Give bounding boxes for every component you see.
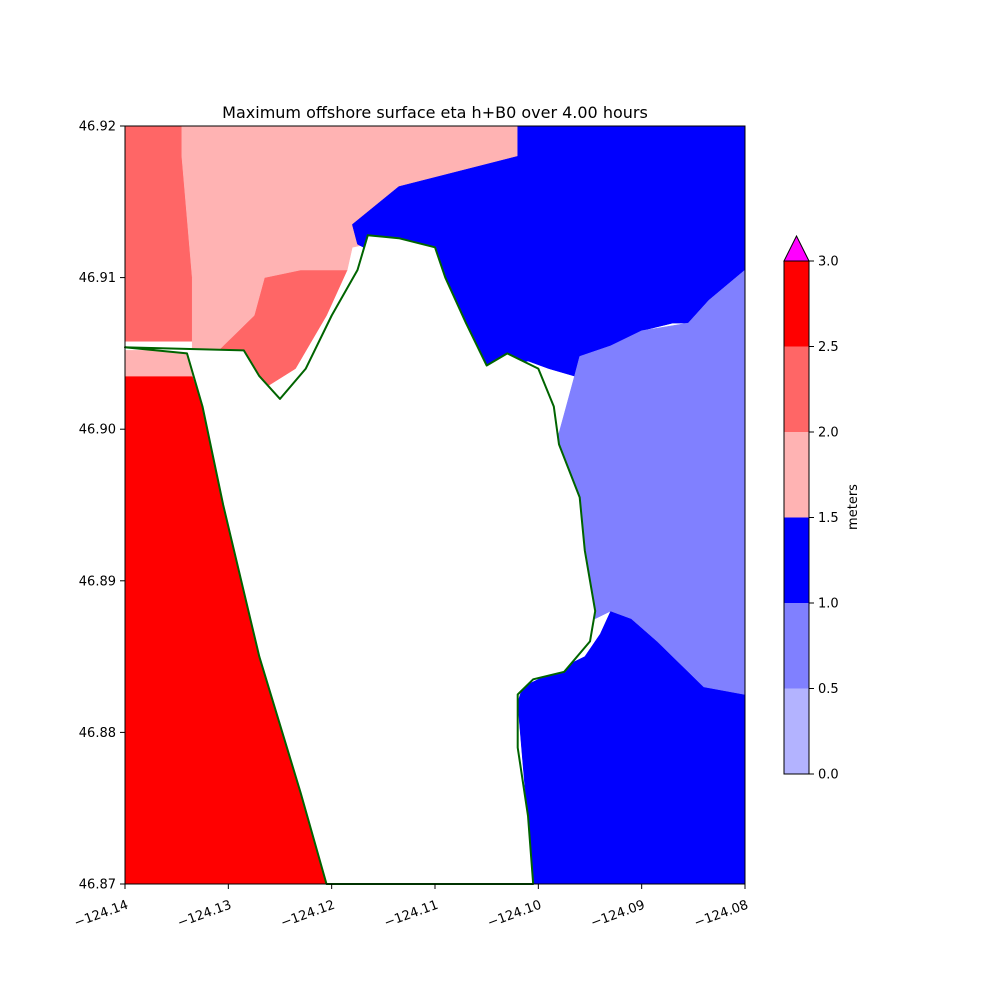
- colorbar-bin: [784, 603, 809, 689]
- x-axis: −124.14 −124.13 −124.12 −124.11 −124.10 −124.…: [72, 884, 750, 931]
- colorbar-tick-label: 0.5: [818, 682, 839, 697]
- x-tick-label: −124.09: [589, 898, 647, 931]
- land-layer: [124, 234, 597, 885]
- colorbar: 0.0 0.5 1.0 1.5 2.0 2.5 3.0 meters: [783, 234, 861, 783]
- colorbar-tick-label: 0.0: [818, 768, 839, 783]
- x-tick-label: −124.11: [382, 898, 440, 931]
- plot-area: [124, 125, 746, 885]
- colorbar-bin: [784, 261, 809, 347]
- colorbar-tick-label: 1.0: [818, 597, 839, 612]
- y-tick-label: 46.92: [79, 120, 116, 135]
- x-tick-label: −124.10: [486, 898, 544, 931]
- y-tick-label: 46.88: [79, 726, 116, 741]
- land-north-spit: [124, 234, 597, 885]
- y-tick-label: 46.90: [79, 423, 116, 438]
- y-tick-label: 46.89: [79, 574, 116, 589]
- colorbar-tick-label: 2.0: [818, 426, 839, 441]
- x-tick-label: −124.12: [279, 898, 337, 931]
- colorbar-extend-max: [783, 234, 810, 262]
- colorbar-bin: [784, 432, 809, 518]
- map-title: Maximum offshore surface eta h+B0 over 4…: [222, 103, 648, 122]
- x-tick-label: −124.13: [176, 898, 234, 931]
- colorbar-bins: [783, 260, 810, 775]
- colorbar-bin: [784, 517, 809, 603]
- x-tick-label: −124.08: [692, 898, 750, 931]
- x-tick-label: −124.14: [72, 898, 130, 931]
- colorbar-bin: [784, 346, 809, 432]
- y-tick-label: 46.87: [79, 878, 116, 893]
- colorbar-ticks: 0.0 0.5 1.0 1.5 2.0 2.5 3.0: [809, 255, 839, 783]
- colorbar-tick-label: 3.0: [818, 255, 839, 270]
- y-axis: 46.87 46.88 46.89 46.90 46.91 46.92: [79, 120, 125, 893]
- y-tick-label: 46.91: [79, 271, 116, 286]
- colorbar-tick-label: 1.5: [818, 511, 839, 526]
- colorbar-label: meters: [846, 484, 861, 530]
- colorbar-bin: [784, 688, 809, 774]
- colorbar-tick-label: 2.5: [818, 340, 839, 355]
